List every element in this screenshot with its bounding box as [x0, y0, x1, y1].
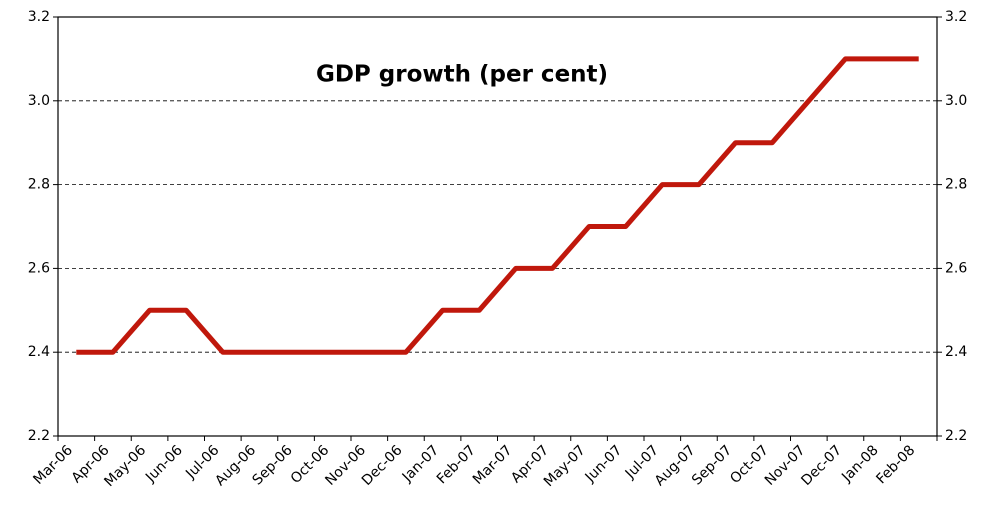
- y-tick-label: 2.6: [28, 260, 50, 276]
- y2-tick-label: 2.8: [945, 177, 967, 193]
- x-tick-label: Mar-06: [30, 442, 76, 488]
- chart-title: GDP growth (per cent): [316, 62, 608, 88]
- x-tick-label: Jun-06: [142, 442, 186, 486]
- x-tick-label: Dec-07: [798, 442, 845, 489]
- x-tick-label: May-06: [101, 442, 149, 490]
- x-tick-label: Jun-07: [582, 442, 626, 486]
- x-tick-label: Mar-07: [470, 442, 516, 488]
- y-tick-label: 2.2: [28, 428, 50, 444]
- x-tick-label: Dec-06: [359, 442, 406, 489]
- y2-tick-label: 2.6: [945, 260, 967, 276]
- y-tick-label: 2.4: [28, 344, 50, 360]
- y2-tick-label: 2.2: [945, 428, 967, 444]
- x-tick-label: May-07: [541, 442, 589, 490]
- y-tick-label: 3.2: [28, 9, 50, 25]
- x-tick-label: Feb-08: [873, 442, 918, 487]
- y2-tick-label: 3.0: [945, 93, 967, 109]
- x-tick-label: Sep-07: [689, 442, 735, 488]
- x-tick-label: Aug-06: [212, 442, 259, 489]
- y-tick-label: 2.8: [28, 177, 50, 193]
- x-tick-label: Sep-06: [250, 442, 296, 488]
- y2-tick-label: 3.2: [945, 9, 967, 25]
- y-tick-label: 3.0: [28, 93, 50, 109]
- y2-tick-label: 2.4: [945, 344, 967, 360]
- x-tick-label: Aug-07: [652, 442, 699, 489]
- x-tick-label: Feb-07: [434, 442, 479, 487]
- line: [76, 56, 919, 355]
